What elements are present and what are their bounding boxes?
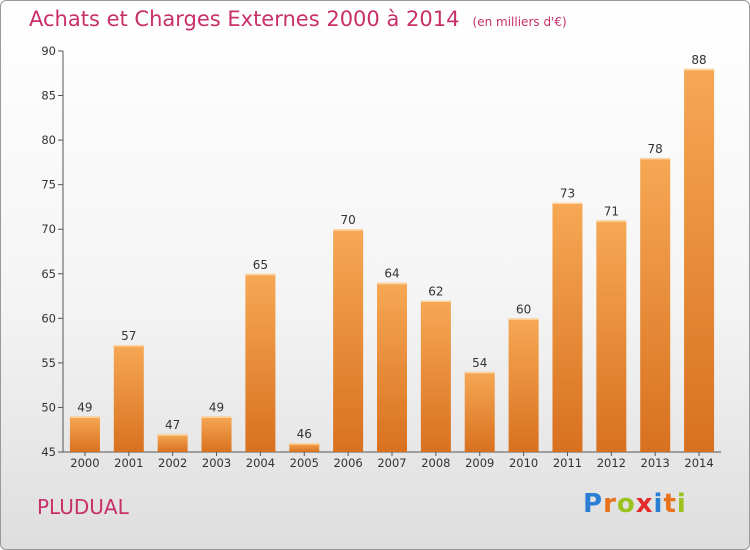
- x-tick-label: 2001: [114, 456, 143, 470]
- x-tick-label: 2009: [465, 456, 494, 470]
- data-label: 47: [165, 418, 180, 432]
- bar: [333, 229, 364, 452]
- x-tick-label: 2014: [684, 456, 713, 470]
- x-tick-label: 2003: [202, 456, 231, 470]
- x-tick-label: 2005: [290, 456, 319, 470]
- data-label: 49: [209, 400, 224, 414]
- data-label: 73: [560, 186, 575, 200]
- bar-highlight: [420, 300, 451, 303]
- logo-letter: P: [583, 489, 604, 519]
- bar-highlight: [201, 416, 232, 418]
- bar-highlight: [113, 345, 144, 347]
- proxiti-logo: Proxiti: [583, 489, 687, 519]
- logo-letter: o: [616, 489, 636, 519]
- data-label: 57: [121, 329, 136, 343]
- bar-highlight: [596, 220, 627, 222]
- y-tick-label: 55: [41, 356, 56, 370]
- bar: [464, 371, 495, 452]
- bar: [69, 416, 100, 452]
- data-label: 60: [516, 302, 531, 316]
- x-tick-label: 2008: [421, 456, 450, 470]
- y-tick-label: 65: [41, 267, 56, 281]
- bar-highlight: [157, 434, 188, 436]
- y-tick-label: 80: [41, 133, 56, 147]
- data-label: 70: [340, 213, 355, 227]
- bar-highlight: [552, 202, 583, 204]
- commune-name: PLUDUAL: [37, 495, 129, 519]
- x-tick-label: 2002: [158, 456, 187, 470]
- chart-title: Achats et Charges Externes 2000 à 2014 (…: [29, 7, 567, 31]
- logo-letter: i: [653, 489, 664, 519]
- data-label: 64: [384, 267, 399, 281]
- x-tick-label: 2007: [377, 456, 406, 470]
- x-tick-label: 2012: [597, 456, 626, 470]
- y-tick-label: 90: [41, 44, 56, 58]
- logo-letter: x: [635, 489, 654, 519]
- y-tick-label: 70: [41, 222, 56, 236]
- bar-highlight: [69, 416, 100, 418]
- logo-letter: t: [663, 489, 677, 519]
- bar-highlight: [377, 282, 407, 285]
- bar: [640, 157, 671, 452]
- data-label: 46: [297, 427, 312, 441]
- data-label: 54: [472, 356, 487, 370]
- logo-letter: i: [676, 489, 687, 519]
- data-label: 65: [253, 258, 268, 272]
- bar: [201, 416, 232, 452]
- bar: [245, 273, 276, 452]
- bar-highlight: [245, 273, 276, 276]
- bar-highlight: [289, 443, 320, 445]
- x-tick-label: 2011: [553, 456, 582, 470]
- x-tick-label: 2000: [70, 456, 99, 470]
- y-tick-label: 50: [41, 400, 56, 414]
- y-tick-label: 85: [41, 89, 56, 103]
- chart-title-unit: (en milliers d'€): [472, 15, 567, 29]
- y-tick-label: 45: [41, 445, 56, 459]
- bar: [377, 282, 407, 452]
- data-label: 62: [428, 285, 443, 299]
- data-label: 88: [691, 53, 706, 67]
- y-tick-label: 60: [41, 311, 56, 325]
- bar-highlight: [640, 157, 671, 160]
- bar: [596, 220, 627, 452]
- x-tick-label: 2004: [246, 456, 275, 470]
- bar: [420, 300, 451, 452]
- x-tick-label: 2013: [641, 456, 670, 470]
- bar: [113, 345, 144, 452]
- bar: [552, 202, 583, 452]
- data-label: 71: [604, 204, 619, 218]
- bar-highlight: [333, 229, 364, 231]
- bar-highlight: [464, 371, 495, 374]
- chart-title-main: Achats et Charges Externes 2000 à 2014: [29, 7, 460, 31]
- bar-highlight: [684, 68, 715, 71]
- data-label: 78: [648, 142, 663, 156]
- bar: [289, 443, 320, 452]
- logo-letter: r: [603, 489, 617, 519]
- bar: [684, 68, 715, 453]
- x-tick-label: 2006: [333, 456, 362, 470]
- x-tick-label: 2010: [509, 456, 538, 470]
- bar: [157, 434, 188, 452]
- bar-highlight: [508, 318, 539, 320]
- bar: [508, 318, 539, 452]
- y-tick-label: 75: [41, 178, 56, 192]
- data-label: 49: [77, 400, 92, 414]
